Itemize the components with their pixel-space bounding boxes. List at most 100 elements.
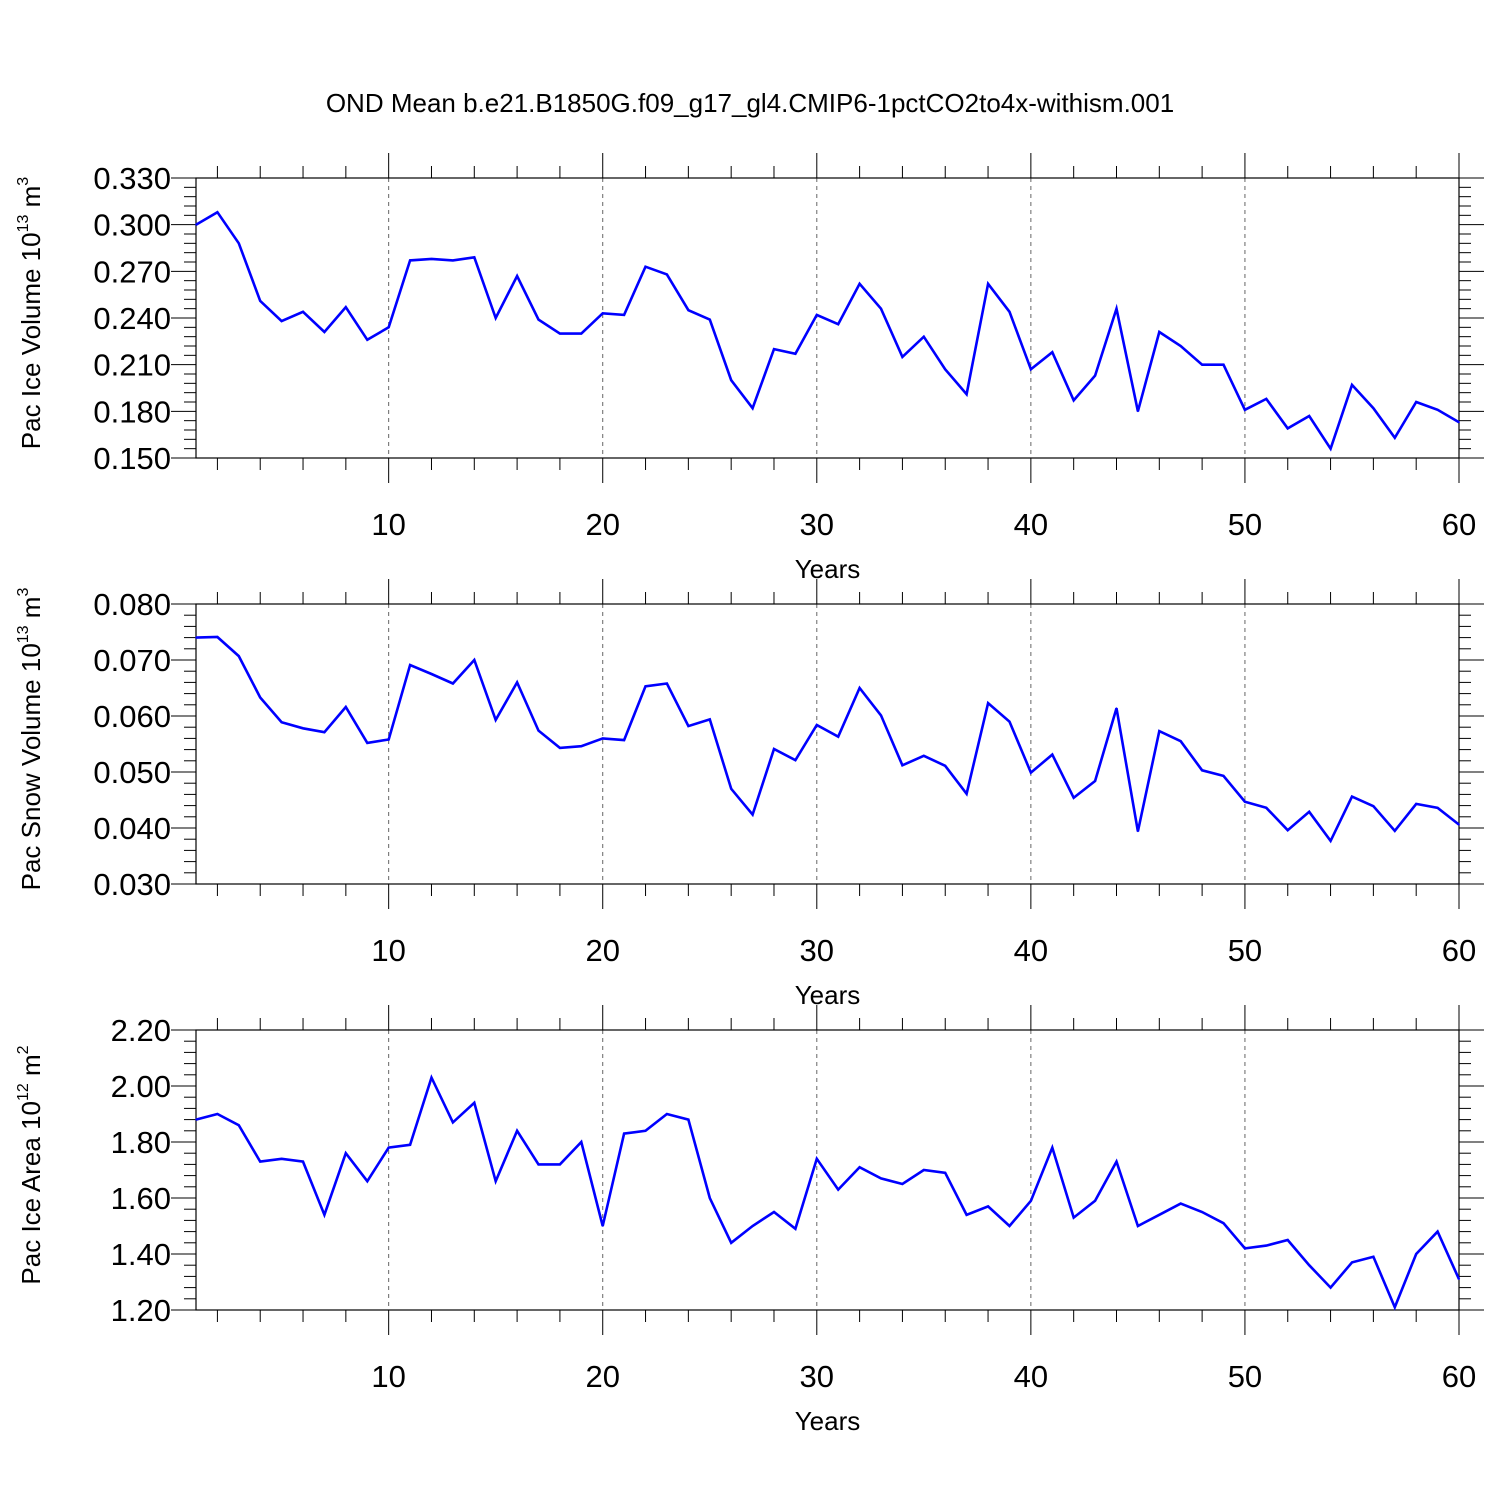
data-point [1094, 780, 1096, 782]
data-point [1115, 1160, 1118, 1163]
data-point [1094, 1200, 1096, 1202]
data-point [1030, 368, 1032, 371]
x-tick-label: 30 [800, 1359, 834, 1394]
data-point [1158, 1214, 1161, 1216]
chart-title: OND Mean b.e21.B1850G.f09_g17_gl4.CMIP6-… [325, 88, 1175, 118]
x-axis-label: Years [795, 554, 861, 584]
data-point [1115, 307, 1118, 310]
data-point [1244, 408, 1246, 411]
data-point [1415, 803, 1417, 805]
data-point [1393, 436, 1396, 439]
data-point [751, 407, 754, 410]
data-point [1179, 345, 1182, 347]
data-point [1137, 1225, 1139, 1227]
x-tick-label: 40 [1014, 933, 1048, 968]
y-axis-label-unit: m [16, 186, 46, 215]
data-point [923, 754, 925, 757]
y-axis-label-unit-exponent: 2 [15, 1045, 32, 1054]
data-point [965, 793, 968, 795]
y-axis-label-exponent: 12 [15, 1083, 32, 1101]
y-axis-label-text: Pac Ice Area 10 [16, 1101, 46, 1285]
data-point [323, 331, 326, 333]
data-point [815, 724, 818, 726]
data-point [687, 309, 690, 312]
x-axis-label: Years [795, 980, 861, 1010]
data-point [1329, 1286, 1332, 1289]
y-axis-label-text: Pac Snow Volume 10 [16, 643, 46, 890]
y-tick-label: 0.330 [93, 161, 171, 196]
plot-frame [195, 177, 1460, 459]
x-tick-label: 10 [371, 507, 405, 542]
data-point [880, 1177, 882, 1180]
data-point [1179, 1202, 1182, 1205]
data-point [687, 1118, 690, 1121]
data-point [345, 306, 347, 308]
data-point [387, 1146, 390, 1149]
data-point [1094, 374, 1096, 377]
data-point [1458, 823, 1460, 826]
y-tick-label: 1.20 [111, 1293, 171, 1328]
plot-frame [195, 1029, 1460, 1311]
data-point [302, 727, 304, 730]
panel-2: 0.030 0.040 0.050 0.060 0.070 0.080 10 20 30 40 50… [15, 579, 1484, 1010]
y-tick-label: 0.270 [93, 254, 171, 289]
data-point [387, 738, 390, 741]
panel-1: 0.150 0.180 0.210 0.240 0.270 0.300 0.330 10 20 3… [15, 153, 1484, 584]
data-point [794, 1228, 797, 1230]
data-point [901, 764, 904, 767]
data-point [773, 748, 775, 750]
data-point [1265, 398, 1268, 400]
data-point [1351, 384, 1353, 386]
data-point [259, 1160, 262, 1163]
y-axis-label: Pac Ice Volume 1013 m3 [15, 177, 46, 450]
data-point [516, 1130, 518, 1132]
data-point [1008, 1225, 1011, 1227]
data-point [323, 731, 326, 734]
data-point [837, 323, 840, 326]
y-tick-label: 0.180 [93, 394, 171, 429]
data-point [1372, 407, 1375, 410]
data-point [1201, 363, 1203, 366]
x-tick-label: 20 [585, 507, 619, 542]
data-point [1372, 805, 1375, 807]
data-point [430, 258, 433, 260]
x-axis-label: Years [795, 1406, 861, 1436]
data-point [195, 1118, 197, 1121]
x-tick-label: 50 [1228, 507, 1262, 542]
data-point [1351, 795, 1353, 798]
x-tick-label: 20 [585, 1359, 619, 1394]
data-point [238, 1124, 240, 1126]
series-line [195, 210, 1460, 452]
data-point [1051, 1146, 1054, 1149]
data-point [901, 356, 904, 358]
data-point [409, 1144, 411, 1146]
data-point [302, 310, 304, 313]
data-point [1137, 410, 1139, 413]
data-point [259, 300, 262, 302]
data-point [216, 211, 219, 214]
data-point [280, 721, 283, 723]
data-point [345, 706, 347, 708]
data-point [794, 759, 797, 762]
data-point [1436, 1230, 1439, 1233]
data-point [880, 714, 882, 717]
data-point [516, 681, 518, 684]
data-point [858, 1166, 861, 1168]
data-point [195, 223, 197, 226]
y-axis-label: Pac Ice Area 1012 m2 [15, 1045, 46, 1284]
data-point [559, 332, 561, 335]
x-tick-label: 60 [1442, 1359, 1476, 1394]
data-point [1222, 1222, 1225, 1224]
data-point [1308, 1264, 1310, 1266]
data-point [409, 259, 411, 262]
data-point [452, 1121, 454, 1124]
data-point [987, 702, 989, 704]
data-point [1030, 771, 1032, 774]
data-point [216, 1113, 219, 1115]
data-point [1158, 730, 1161, 732]
data-point [473, 256, 476, 259]
data-point [944, 765, 947, 767]
data-point [837, 735, 840, 738]
data-point [1179, 740, 1182, 742]
data-point [1072, 399, 1075, 402]
